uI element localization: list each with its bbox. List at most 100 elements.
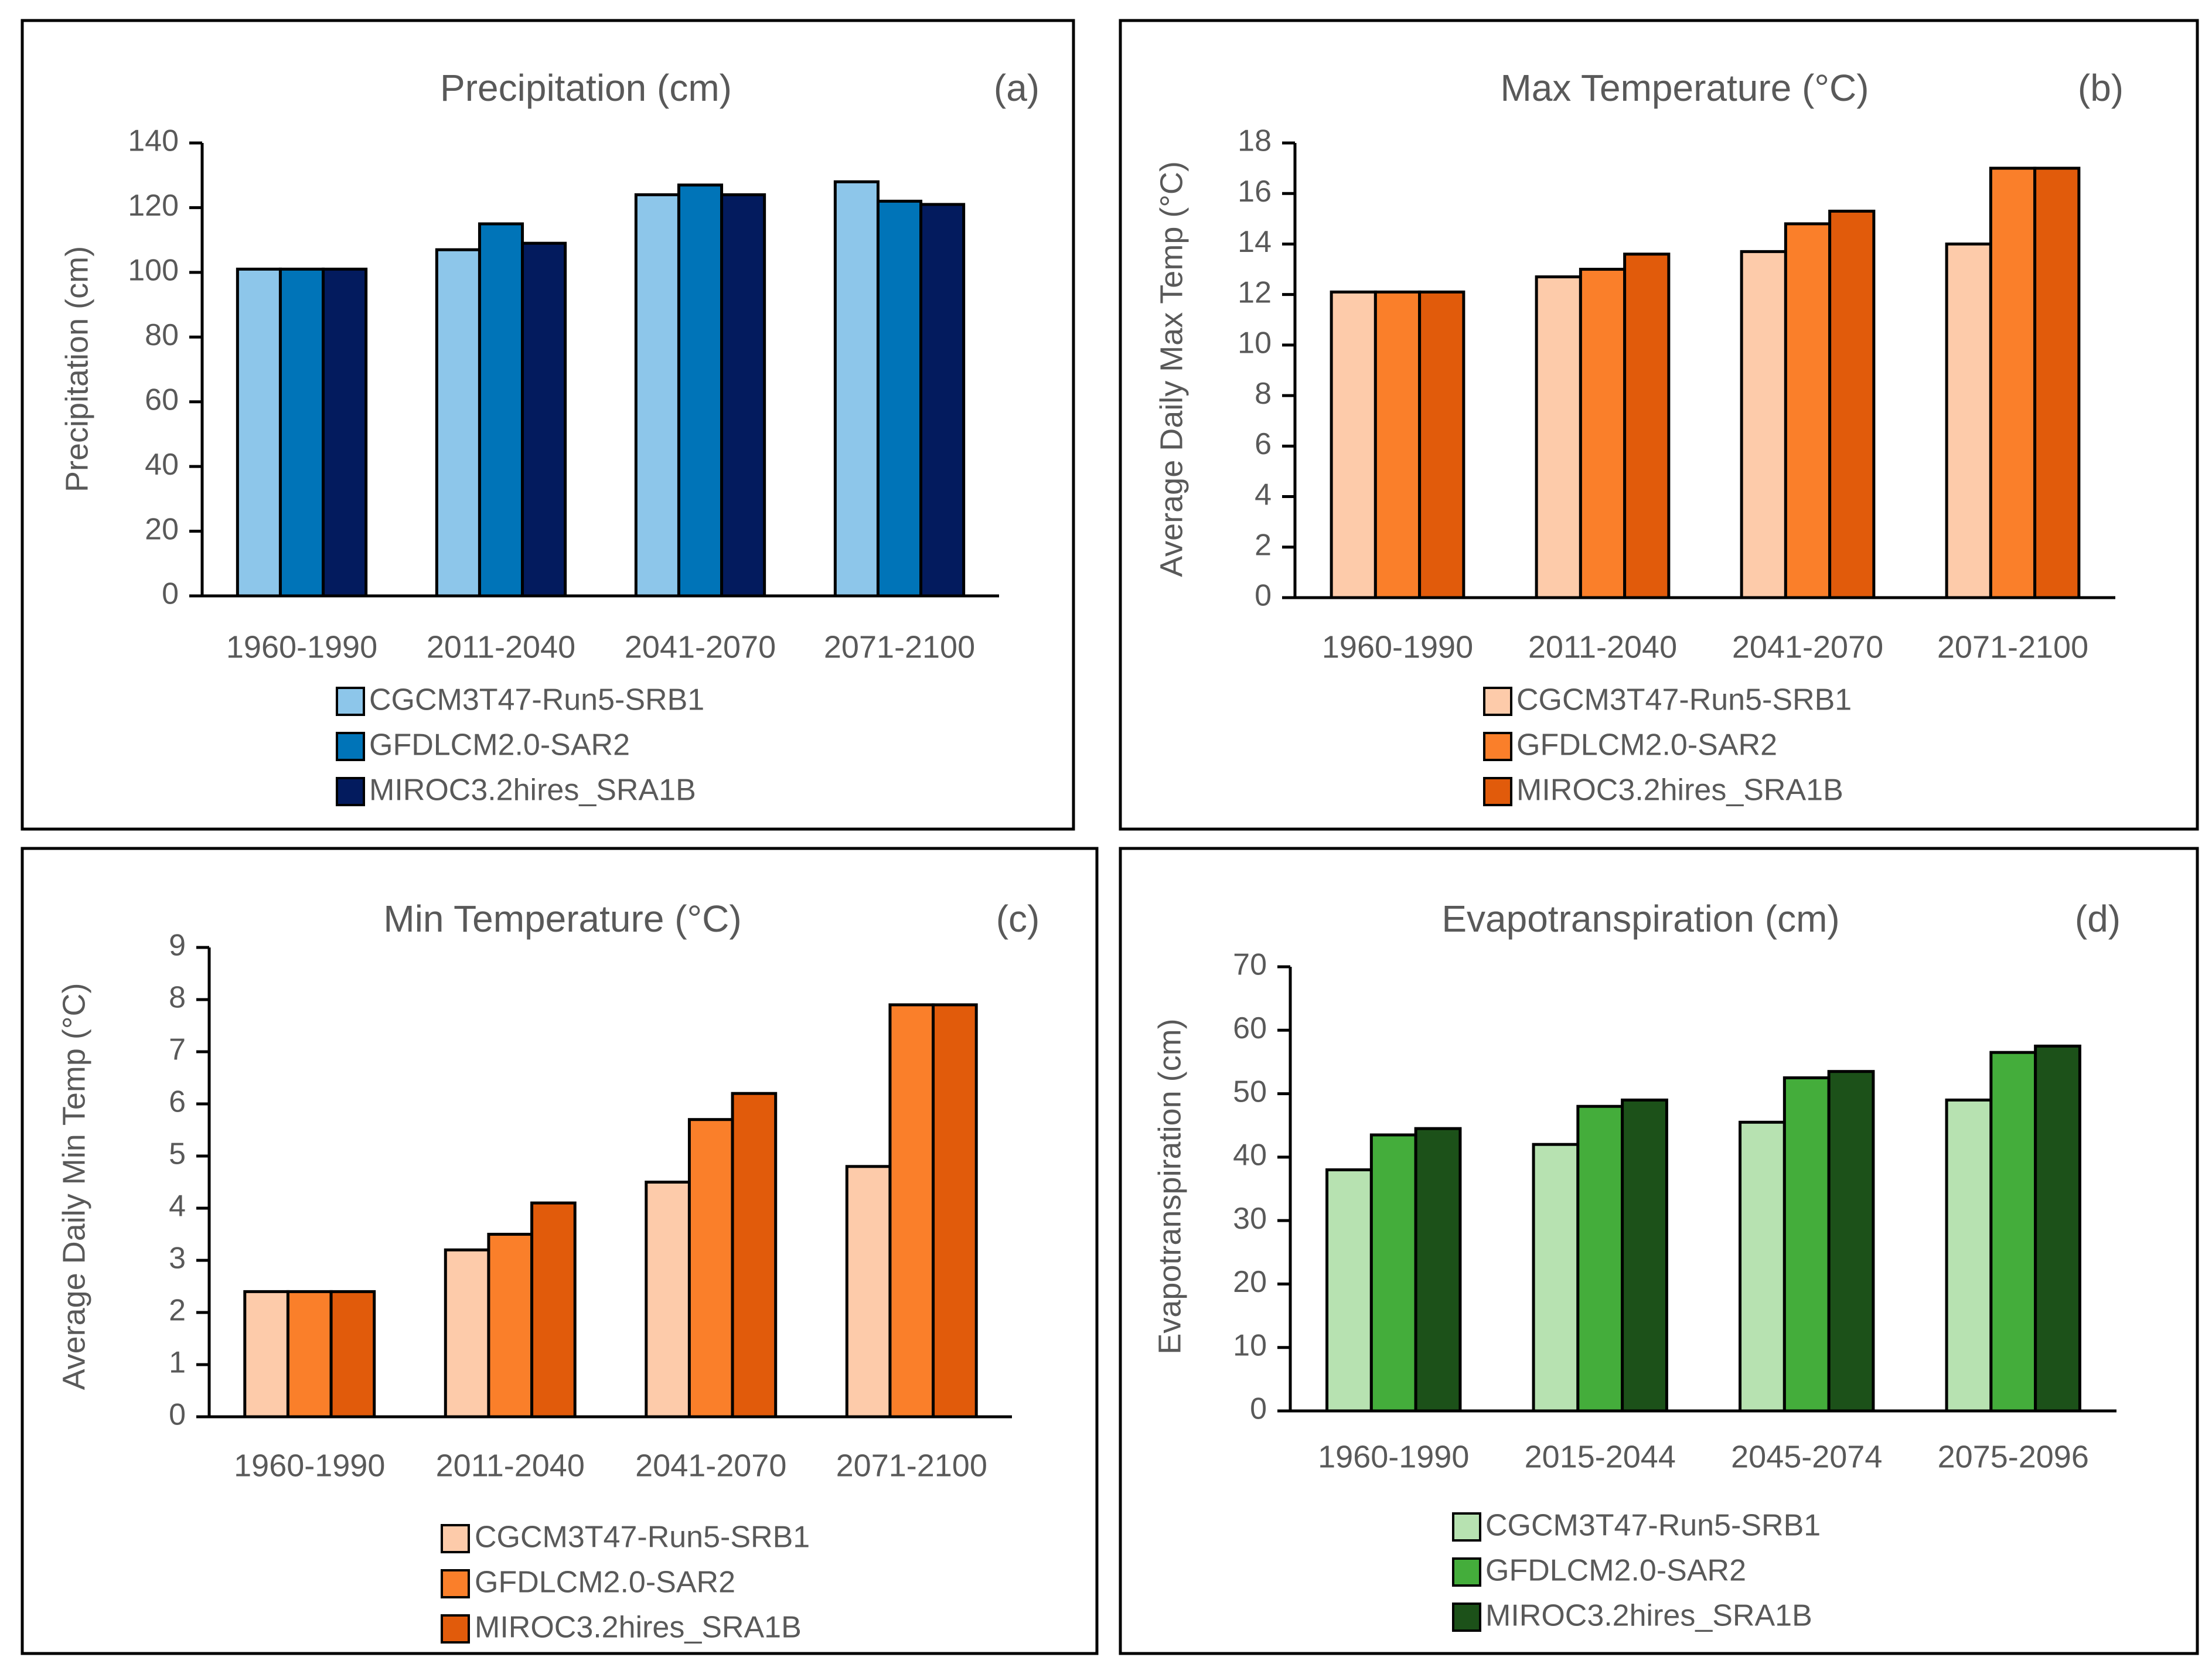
y-tick-label: 3 <box>169 1242 186 1276</box>
bar-cgcm3t47-run5-srb1-2071-2100 <box>833 180 880 598</box>
y-tick-label: 16 <box>1238 175 1272 209</box>
y-tick-label: 5 <box>169 1137 186 1171</box>
legend-swatch <box>441 1524 470 1553</box>
legend-label: GFDLCM2.0-SAR2 <box>1485 1554 1746 1588</box>
bar-gfdlcm2-0-sar2-1960-1990 <box>1373 290 1422 599</box>
panel-label: (d) <box>2075 898 2121 940</box>
bar-miroc3-2hires-sra1b-2071-2100 <box>2033 166 2081 599</box>
y-axis-label: Precipitation (cm) <box>59 246 94 492</box>
y-tick-label: 20 <box>1233 1265 1267 1299</box>
y-tick-label: 0 <box>1255 579 1272 613</box>
bar-gfdlcm2-0-sar2-1960-1990 <box>278 267 325 598</box>
y-tick-label: 8 <box>169 981 186 1015</box>
y-tick-label: 70 <box>1233 948 1267 982</box>
bar-gfdlcm2-0-sar2-2015-2044 <box>1576 1104 1624 1413</box>
x-tick-label: 2041-2070 <box>625 629 776 664</box>
x-tick-label: 2041-2070 <box>635 1448 786 1483</box>
x-tick-label: 2075-2096 <box>1938 1439 2089 1474</box>
legend: CGCM3T47-Run5-SRB1 GFDLCM2.0-SAR2 MIROC3.2… <box>1483 683 1852 807</box>
legend-swatch <box>1452 1512 1481 1542</box>
y-tick-label: 4 <box>169 1189 186 1223</box>
legend-label: GFDLCM2.0-SAR2 <box>1516 728 1777 762</box>
y-tick-label: 100 <box>128 254 179 288</box>
y-tick-label: 7 <box>169 1033 186 1067</box>
panel-label: (c) <box>996 898 1040 940</box>
y-tick-label: 30 <box>1233 1202 1267 1236</box>
bar-gfdlcm2-0-sar2-2011-2040 <box>478 222 524 598</box>
legend-swatch <box>441 1569 470 1598</box>
legend-swatch <box>1483 732 1512 761</box>
legend-label: CGCM3T47-Run5-SRB1 <box>475 1520 810 1554</box>
bar-cgcm3t47-run5-srb1-2041-2070 <box>1740 250 1787 599</box>
y-tick-label: 0 <box>1250 1392 1267 1426</box>
bar-miroc3-2hires-sra1b-1960-1990 <box>329 1290 376 1419</box>
x-tick-label: 2011-2040 <box>427 629 575 664</box>
legend-swatch <box>1452 1557 1481 1587</box>
y-tick-label: 0 <box>169 1398 186 1432</box>
legend: CGCM3T47-Run5-SRB1 GFDLCM2.0-SAR2 MIROC3.2… <box>336 683 704 807</box>
x-tick-label: 2015-2044 <box>1525 1439 1676 1474</box>
legend: CGCM3T47-Run5-SRB1 GFDLCM2.0-SAR2 MIROC3.2… <box>441 1520 810 1645</box>
y-tick-label: 80 <box>145 318 179 352</box>
bar-miroc3-2hires-sra1b-2071-2100 <box>919 203 966 598</box>
chart-title: Precipitation (cm) <box>440 67 732 109</box>
bar-cgcm3t47-run5-srb1-2011-2040 <box>435 248 481 598</box>
legend: CGCM3T47-Run5-SRB1 GFDLCM2.0-SAR2 MIROC3.2… <box>1452 1509 1821 1633</box>
y-tick-label: 4 <box>1255 478 1272 512</box>
legend-label: CGCM3T47-Run5-SRB1 <box>1516 683 1852 717</box>
x-tick-label: 2071-2100 <box>824 629 975 664</box>
legend-label: CGCM3T47-Run5-SRB1 <box>1485 1509 1821 1543</box>
chart-panel-a: Precipitation (cm) (a) Precipitation (cm) 0… <box>21 19 1075 831</box>
bar-gfdlcm2-0-sar2-2041-2070 <box>687 1118 734 1419</box>
legend-swatch <box>336 732 365 761</box>
bar-gfdlcm2-0-sar2-2011-2040 <box>487 1233 534 1419</box>
chart-panel-b: Max Temperature (°C) (b) Average Daily Max… <box>1119 19 2199 831</box>
y-tick-label: 14 <box>1238 225 1272 259</box>
bar-cgcm3t47-run5-srb1-1960-1990 <box>243 1290 289 1419</box>
bar-gfdlcm2-0-sar2-2041-2070 <box>1784 222 1832 599</box>
bar-miroc3-2hires-sra1b-2015-2044 <box>1621 1098 1668 1413</box>
x-tick-label: 2041-2070 <box>1732 629 1883 664</box>
bar-cgcm3t47-run5-srb1-1960-1990 <box>236 267 282 598</box>
y-tick-label: 40 <box>1233 1138 1267 1172</box>
y-tick-label: 18 <box>1238 124 1272 158</box>
x-tick-label: 1960-1990 <box>234 1448 385 1483</box>
bar-gfdlcm2-0-sar2-2071-2100 <box>876 199 923 598</box>
bar-miroc3-2hires-sra1b-2071-2100 <box>932 1003 978 1419</box>
bar-cgcm3t47-run5-srb1-2045-2074 <box>1739 1120 1786 1413</box>
bar-cgcm3t47-run5-srb1-1960-1990 <box>1330 290 1377 599</box>
y-axis-label: Average Daily Max Temp (°C) <box>1154 161 1189 577</box>
chart-panels: Precipitation (cm) (a) Precipitation (cm) 0… <box>21 19 2199 1655</box>
y-tick-label: 120 <box>128 189 179 223</box>
bar-cgcm3t47-run5-srb1-2015-2044 <box>1532 1143 1580 1413</box>
bar-miroc3-2hires-sra1b-2075-2096 <box>2034 1044 2081 1413</box>
y-tick-label: 2 <box>169 1294 186 1328</box>
x-tick-label: 1960-1990 <box>1322 629 1473 664</box>
legend-swatch <box>1483 777 1512 806</box>
x-tick-label: 2045-2074 <box>1731 1439 1882 1474</box>
y-tick-label: 2 <box>1255 529 1272 562</box>
y-tick-label: 50 <box>1233 1075 1267 1109</box>
legend-label: CGCM3T47-Run5-SRB1 <box>369 683 704 717</box>
x-tick-label: 1960-1990 <box>226 629 377 664</box>
bar-cgcm3t47-run5-srb1-2011-2040 <box>444 1248 490 1419</box>
bar-gfdlcm2-0-sar2-2011-2040 <box>1579 268 1627 599</box>
bar-miroc3-2hires-sra1b-2045-2074 <box>1827 1070 1875 1413</box>
chart-title: Evapotranspiration (cm) <box>1441 898 1839 940</box>
legend-swatch <box>336 687 365 716</box>
legend-label: MIROC3.2hires_SRA1B <box>1516 773 1843 807</box>
y-tick-label: 0 <box>162 577 179 611</box>
y-tick-label: 20 <box>145 512 179 546</box>
bar-cgcm3t47-run5-srb1-2041-2070 <box>645 1181 691 1419</box>
bar-gfdlcm2-0-sar2-2075-2096 <box>1989 1051 2037 1413</box>
bar-gfdlcm2-0-sar2-2071-2100 <box>888 1003 935 1419</box>
legend-swatch <box>441 1614 470 1644</box>
legend-swatch <box>336 777 365 806</box>
x-tick-label: 2071-2100 <box>836 1448 987 1483</box>
y-tick-label: 8 <box>1255 377 1272 411</box>
y-tick-label: 140 <box>128 124 179 158</box>
bar-cgcm3t47-run5-srb1-2011-2040 <box>1535 275 1582 599</box>
bar-miroc3-2hires-sra1b-2041-2070 <box>720 193 766 598</box>
bar-gfdlcm2-0-sar2-2071-2100 <box>1989 166 2037 599</box>
